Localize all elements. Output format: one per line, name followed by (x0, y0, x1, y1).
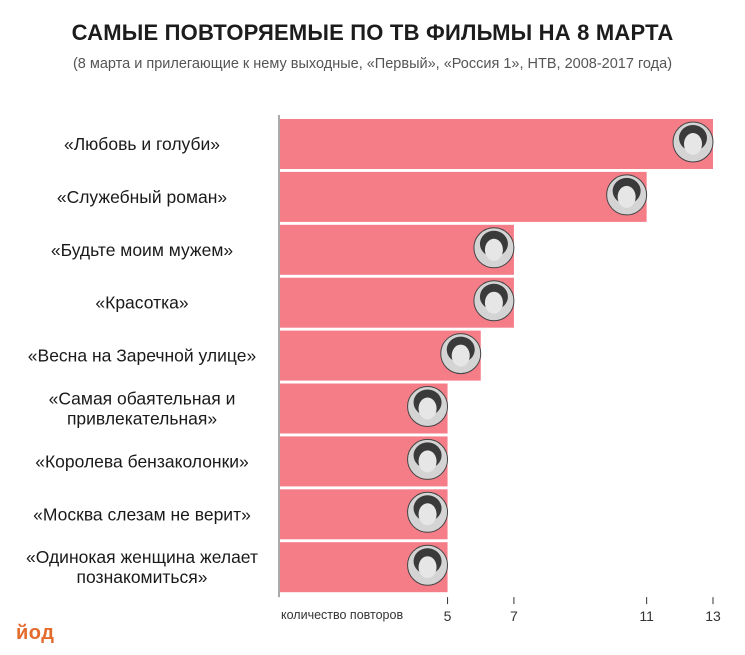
category-label: «Самая обаятельная и (49, 389, 236, 409)
category-label: привлекательная» (67, 409, 217, 429)
category-label: «Любовь и голуби» (64, 134, 220, 154)
bar (280, 171, 647, 222)
face-shape (617, 185, 636, 208)
chart-subtitle: (8 марта и прилегающие к нему выходные, … (72, 56, 673, 72)
category-label: «Будьте моим мужем» (51, 240, 233, 260)
x-tick-label: 11 (639, 608, 654, 624)
category-label: «Королева бензаколонки» (35, 451, 249, 471)
x-axis-label: количество повторов (281, 608, 403, 622)
face-shape (484, 291, 503, 314)
category-label: «Красотка» (95, 293, 188, 313)
face-shape (418, 503, 437, 526)
face-shape (451, 344, 470, 367)
x-tick-label: 13 (705, 608, 721, 624)
yod-logo: йод (16, 622, 55, 644)
x-tick-label: 7 (510, 608, 518, 624)
category-label: «Москва слезам не верит» (33, 504, 251, 524)
face-shape (684, 133, 702, 155)
category-label: «Служебный роман» (57, 187, 228, 207)
category-label: «Весна на Заречной улице» (28, 346, 257, 366)
category-label: познакомиться» (77, 567, 208, 587)
chart-title: САМЫЕ ПОВТОРЯЕМЫЕ ПО ТВ ФИЛЬМЫ НА 8 МАРТ… (71, 20, 674, 45)
face-shape (418, 556, 437, 579)
bar (280, 119, 713, 169)
category-label: «Одинокая женщина желает (26, 547, 258, 567)
face-shape (484, 238, 503, 261)
x-tick-label: 5 (444, 608, 452, 624)
face-shape (418, 397, 437, 420)
face-shape (418, 450, 437, 473)
